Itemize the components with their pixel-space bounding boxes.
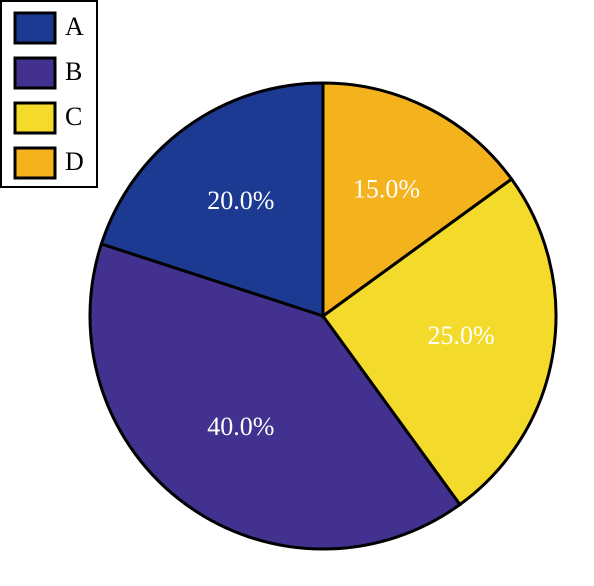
value-label: 40.0% [207, 412, 274, 441]
legend-label: B [65, 57, 82, 86]
pie-slice [88, 242, 463, 551]
value-label: 15.0% [353, 174, 420, 203]
legend-label: D [65, 147, 84, 176]
legend-swatch [13, 11, 57, 45]
legend-swatch [13, 56, 57, 90]
pie-slice [321, 81, 514, 319]
value-label: 20.0% [207, 186, 274, 215]
value-label: 25.0% [427, 321, 494, 350]
legend-swatch [13, 101, 57, 135]
legend-swatch [13, 146, 57, 180]
legend-label: A [65, 12, 84, 41]
legend-label: C [65, 102, 82, 131]
pie-slice [320, 176, 558, 507]
pie-slice [99, 81, 325, 319]
